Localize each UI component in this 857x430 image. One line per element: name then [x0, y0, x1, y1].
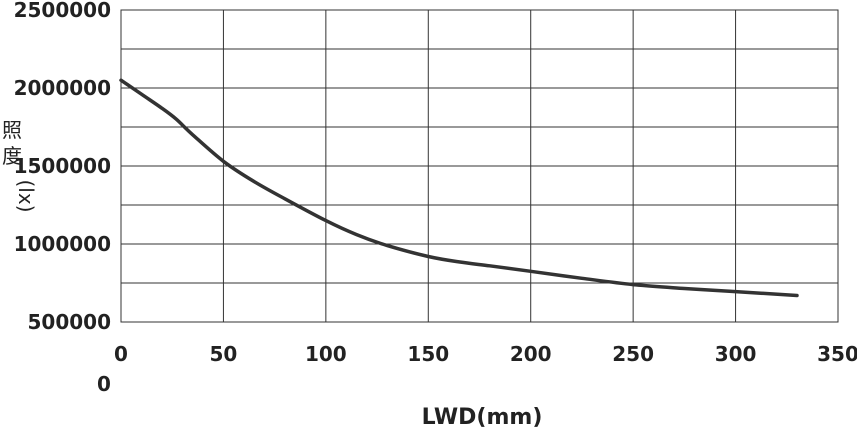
y-axis-label-char-1: 照: [2, 118, 22, 142]
x-tick-labels: 0 50 100 150 200 250 300 350: [114, 342, 857, 366]
x-tick-label: 200: [510, 342, 552, 366]
y-tick-label: 1000000: [14, 232, 111, 256]
y-tick-label: 2000000: [14, 76, 111, 100]
x-tick-label: 250: [612, 342, 654, 366]
series-group: [119, 78, 799, 298]
grid: [120, 9, 839, 323]
y-axis-label-unit: (lx): [14, 180, 38, 213]
x-tick-label: 0: [114, 342, 128, 366]
x-axis-label: LWD(mm): [422, 405, 543, 430]
y-tick-labels: 2500000 2000000 1500000 1000000 500000: [14, 0, 111, 334]
y-axis-label-char-2: 度: [2, 144, 22, 168]
y-tick-label: 1500000: [14, 154, 111, 178]
x-tick-label: 350: [817, 342, 857, 366]
extra-zero-label: 0: [97, 372, 111, 396]
x-tick-label: 300: [715, 342, 757, 366]
y-tick-label: 500000: [28, 310, 112, 334]
x-tick-label: 100: [305, 342, 347, 366]
x-tick-label: 50: [210, 342, 238, 366]
y-tick-label: 2500000: [14, 0, 111, 22]
series-line: [119, 78, 799, 298]
x-tick-label: 150: [407, 342, 449, 366]
